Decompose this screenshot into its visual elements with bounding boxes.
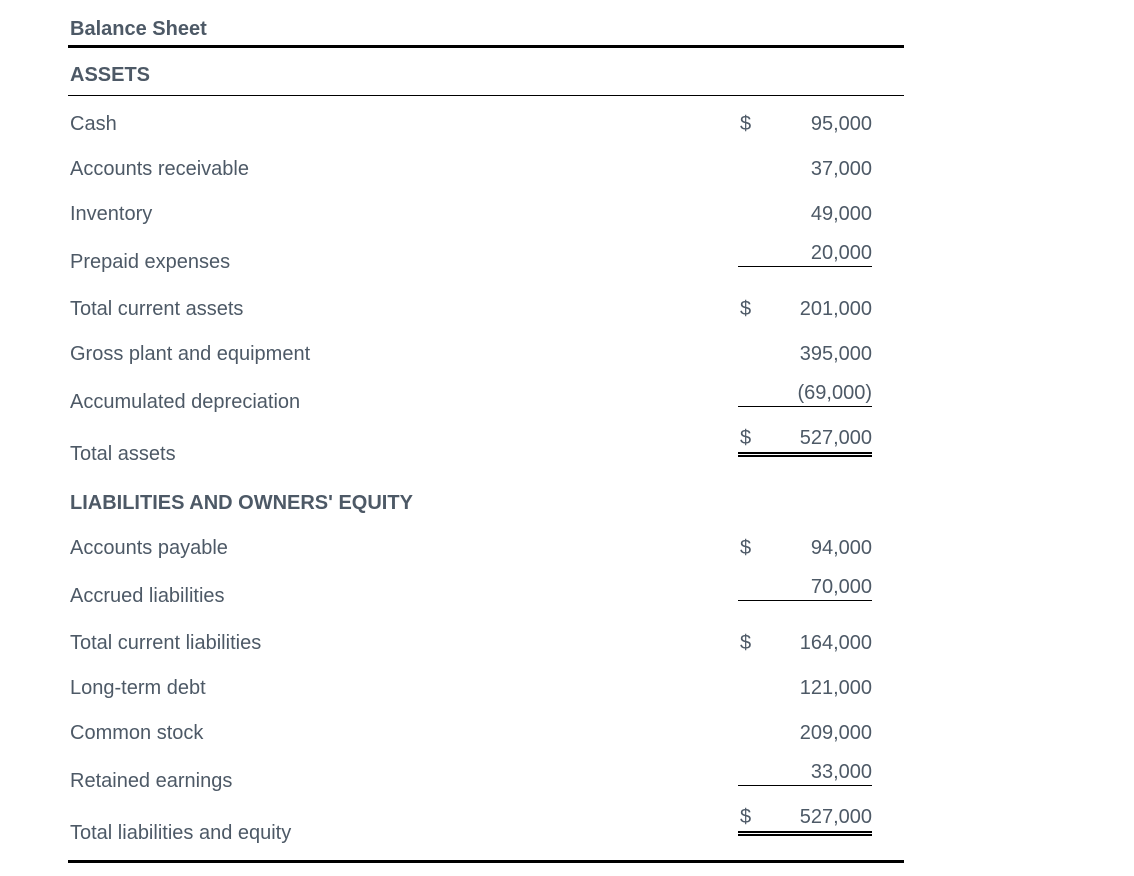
- amount-value: 94,000: [810, 536, 872, 559]
- amount-value: 95,000: [810, 112, 872, 135]
- currency-symbol: $: [740, 536, 752, 559]
- row-label: Common stock: [70, 722, 204, 744]
- amount-value: 527,000: [799, 806, 872, 828]
- amount-value: 395,000: [799, 342, 872, 365]
- amount-value: 209,000: [799, 721, 872, 744]
- row-amount: 209,000: [738, 722, 872, 746]
- row-label: Accounts receivable: [70, 158, 249, 180]
- amount-value: 164,000: [799, 631, 872, 654]
- row-amount: 395,000: [738, 343, 872, 367]
- section-header: ASSETS: [68, 48, 904, 96]
- currency-symbol: $: [740, 427, 752, 449]
- row-amount: 49,000: [738, 203, 872, 227]
- currency-symbol: $: [740, 112, 752, 135]
- balance-sheet: Balance Sheet ASSETS Cash $95,000 Accounts …: [68, 16, 904, 863]
- amount-value: 20,000: [810, 241, 872, 264]
- table-row: Retained earnings 33,000: [68, 756, 904, 806]
- currency-symbol: $: [740, 806, 752, 828]
- currency-symbol: $: [740, 631, 752, 654]
- row-amount: 70,000: [738, 576, 872, 601]
- table-row: Prepaid expenses 20,000: [68, 237, 904, 287]
- row-label: Total current assets: [70, 298, 244, 320]
- row-amount: $94,000: [738, 537, 872, 561]
- table-row: Total liabilities and equity $527,000: [68, 806, 904, 860]
- table-row: Accounts payable $94,000: [68, 526, 904, 571]
- table-row: Inventory 49,000: [68, 192, 904, 237]
- table-row: Accumulated depreciation (69,000): [68, 377, 904, 427]
- row-label: Gross plant and equipment: [70, 343, 311, 365]
- table-row: Long-term debt 121,000: [68, 666, 904, 711]
- sheet-title: Balance Sheet: [68, 16, 904, 48]
- row-amount: $201,000: [738, 298, 872, 322]
- row-amount: (69,000): [738, 382, 872, 407]
- amount-value: 49,000: [810, 202, 872, 225]
- section-rows: Accounts payable $94,000 Accrued liabiliti…: [68, 526, 904, 860]
- sheet-body: ASSETS Cash $95,000 Accounts receivable 37,0…: [68, 48, 904, 860]
- amount-value: 70,000: [810, 575, 872, 598]
- amount-value: 37,000: [810, 157, 872, 180]
- table-row: Total current assets $201,000: [68, 287, 904, 332]
- table-row: Total current liabilities $164,000: [68, 621, 904, 666]
- row-label: Retained earnings: [70, 769, 233, 792]
- currency-symbol: $: [740, 297, 752, 320]
- row-label: Long-term debt: [70, 677, 206, 699]
- section-rows: Cash $95,000 Accounts receivable 37,000 Inve…: [68, 96, 904, 481]
- amount-value: 33,000: [810, 760, 872, 783]
- row-amount: 20,000: [738, 242, 872, 267]
- row-amount: $164,000: [738, 632, 872, 656]
- row-label: Prepaid expenses: [70, 250, 231, 273]
- table-row: Common stock 209,000: [68, 711, 904, 756]
- table-row: Gross plant and equipment 395,000: [68, 332, 904, 377]
- table-row: Total assets $527,000: [68, 427, 904, 481]
- row-label: Total assets: [70, 442, 176, 465]
- section-header: LIABILITIES AND OWNERS' EQUITY: [70, 492, 413, 514]
- row-amount: 121,000: [738, 677, 872, 701]
- amount-value: 121,000: [799, 676, 872, 699]
- row-amount: $527,000: [738, 427, 872, 457]
- amount-value: 527,000: [799, 427, 872, 449]
- row-amount: 37,000: [738, 158, 872, 182]
- row-label: Total liabilities and equity: [70, 821, 292, 844]
- amount-value: (69,000): [797, 381, 873, 404]
- table-row: Accounts receivable 37,000: [68, 147, 904, 192]
- row-label: Inventory: [70, 203, 153, 225]
- row-amount: $95,000: [738, 113, 872, 137]
- row-label: Accumulated depreciation: [70, 390, 301, 413]
- table-row: Cash $95,000: [68, 102, 904, 147]
- row-amount: 33,000: [738, 761, 872, 786]
- row-label: Total current liabilities: [70, 632, 262, 654]
- amount-value: 201,000: [799, 297, 872, 320]
- table-row: Accrued liabilities 70,000: [68, 571, 904, 621]
- row-label: Cash: [70, 113, 117, 135]
- row-label: Accounts payable: [70, 537, 228, 559]
- row-amount: $527,000: [738, 806, 872, 836]
- row-label: Accrued liabilities: [70, 584, 225, 607]
